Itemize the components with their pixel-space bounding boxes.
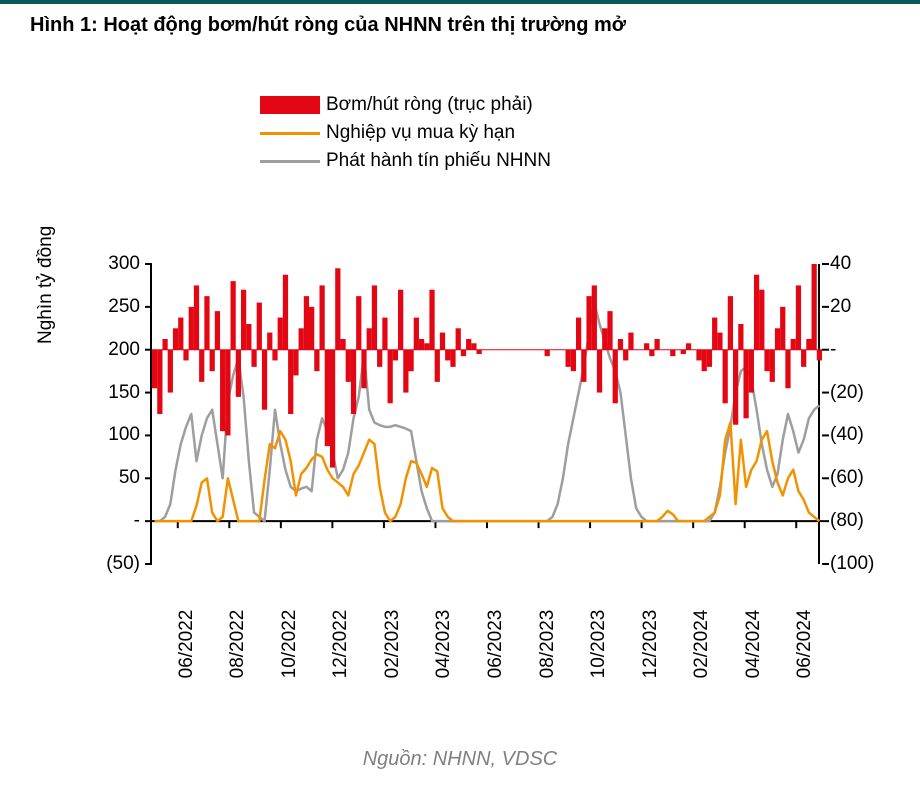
y-axis-left-ticks: (50)-50100150200250300 <box>90 264 140 564</box>
legend-label: Bơm/hút ròng (trục phải) <box>326 94 533 116</box>
chart-legend: Bơm/hút ròng (trục phải) Nghiệp vụ mua k… <box>260 94 551 178</box>
chart-plot <box>150 264 820 564</box>
chart-source: Nguồn: NHNN, VDSC <box>0 748 920 771</box>
y-left-tick: 300 <box>108 253 140 275</box>
y-right-tick: - <box>830 339 836 361</box>
x-tick: 12/2023 <box>640 610 662 679</box>
y-left-tick: (50) <box>106 553 140 575</box>
x-tick: 10/2022 <box>279 610 301 679</box>
chart-area: Nghìn tỷ đồng (50)-50100150200250300 (10… <box>30 264 890 724</box>
x-tick: 02/2024 <box>691 610 713 679</box>
y-right-tick: (20) <box>830 382 864 404</box>
y-right-tick: (40) <box>830 424 864 446</box>
x-tick: 10/2023 <box>588 610 610 679</box>
x-tick: 12/2022 <box>330 610 352 679</box>
y-axis-left-label: Nghìn tỷ đồng <box>35 226 57 344</box>
legend-label: Nghiệp vụ mua kỳ hạn <box>326 122 515 144</box>
legend-item-line-2: Phát hành tín phiếu NHNN <box>260 150 551 172</box>
y-left-tick: 250 <box>108 296 140 318</box>
x-axis-ticks: 06/2022 08/2022 10/2022 12/2022 02/2023 04/20… <box>150 574 820 714</box>
y-left-tick: 150 <box>108 382 140 404</box>
y-left-tick: 200 <box>108 339 140 361</box>
legend-label: Phát hành tín phiếu NHNN <box>326 150 551 172</box>
x-tick: 08/2023 <box>537 610 559 679</box>
x-tick: 02/2023 <box>382 610 404 679</box>
x-tick: 08/2022 <box>227 610 249 679</box>
y-right-tick: (80) <box>830 510 864 532</box>
y-right-tick: (60) <box>830 467 864 489</box>
x-tick: 04/2024 <box>743 610 765 679</box>
y-axis-right-ticks: (100)(80)(60)(40)(20)-2040 <box>830 264 890 564</box>
x-tick: 06/2024 <box>794 610 816 679</box>
x-tick: 04/2023 <box>433 610 455 679</box>
y-left-tick: 50 <box>119 467 140 489</box>
legend-item-bar: Bơm/hút ròng (trục phải) <box>260 94 551 116</box>
y-right-tick: 20 <box>830 296 851 318</box>
chart-title: Hình 1: Hoạt động bơm/hút ròng của NHNN … <box>0 4 920 47</box>
y-left-tick: 100 <box>108 424 140 446</box>
y-left-tick: - <box>134 510 140 532</box>
y-right-tick: 40 <box>830 253 851 275</box>
legend-item-line-1: Nghiệp vụ mua kỳ hạn <box>260 122 551 144</box>
y-right-tick: (100) <box>830 553 874 575</box>
x-tick: 06/2022 <box>176 610 198 679</box>
x-tick: 06/2023 <box>485 610 507 679</box>
